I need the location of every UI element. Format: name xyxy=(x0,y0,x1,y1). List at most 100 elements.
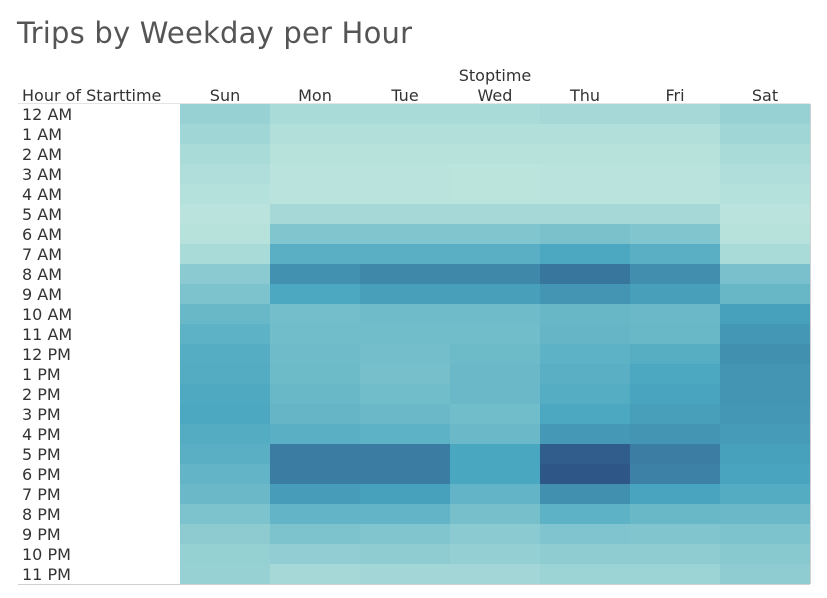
heatmap-cell-mon-4-pm xyxy=(270,424,360,444)
row-label-8-am: 8 AM xyxy=(22,265,62,284)
heatmap-cell-sat-4-pm xyxy=(720,424,810,444)
heatmap-cell-thu-8-pm xyxy=(540,504,630,524)
heatmap-cell-mon-11-am xyxy=(270,324,360,344)
heatmap-cell-thu-11-pm xyxy=(540,564,630,584)
column-header-wed: Wed xyxy=(478,86,513,105)
heatmap-cell-thu-4-am xyxy=(540,184,630,204)
heatmap-cell-thu-8-am xyxy=(540,264,630,284)
heatmap-cell-tue-2-pm xyxy=(360,384,450,404)
heatmap-cell-mon-6-pm xyxy=(270,464,360,484)
row-label-10-pm: 10 PM xyxy=(22,545,71,564)
row-label-9-pm: 9 PM xyxy=(22,525,61,544)
heatmap-cell-thu-10-am xyxy=(540,304,630,324)
heatmap-cell-sat-6-pm xyxy=(720,464,810,484)
heatmap-cell-mon-11-pm xyxy=(270,564,360,584)
heatmap-cell-thu-7-pm xyxy=(540,484,630,504)
heatmap-cell-sun-7-pm xyxy=(180,484,270,504)
column-header-fri: Fri xyxy=(665,86,684,105)
heatmap-cell-wed-4-am xyxy=(450,184,540,204)
heatmap-cell-tue-9-pm xyxy=(360,524,450,544)
heatmap-cell-tue-12-am xyxy=(360,104,450,124)
heatmap-cell-wed-10-pm xyxy=(450,544,540,564)
heatmap-cell-tue-3-pm xyxy=(360,404,450,424)
heatmap-cell-tue-11-am xyxy=(360,324,450,344)
heatmap-cell-fri-6-pm xyxy=(630,464,720,484)
heatmap-cell-sun-9-am xyxy=(180,284,270,304)
heatmap-cell-fri-9-am xyxy=(630,284,720,304)
heatmap-cell-fri-12-pm xyxy=(630,344,720,364)
heatmap-cell-mon-2-am xyxy=(270,144,360,164)
heatmap-cell-wed-1-am xyxy=(450,124,540,144)
row-label-7-pm: 7 PM xyxy=(22,485,61,504)
column-header-sat: Sat xyxy=(752,86,778,105)
heatmap-cell-thu-9-pm xyxy=(540,524,630,544)
row-label-4-am: 4 AM xyxy=(22,185,62,204)
heatmap-cell-tue-9-am xyxy=(360,284,450,304)
row-label-5-am: 5 AM xyxy=(22,205,62,224)
heatmap-cell-wed-10-am xyxy=(450,304,540,324)
heatmap-cell-sun-5-am xyxy=(180,204,270,224)
heatmap-cell-fri-9-pm xyxy=(630,524,720,544)
row-label-1-am: 1 AM xyxy=(22,125,62,144)
heatmap-cell-tue-6-am xyxy=(360,224,450,244)
heatmap-cell-sat-11-am xyxy=(720,324,810,344)
heatmap-cell-fri-10-am xyxy=(630,304,720,324)
row-label-1-pm: 1 PM xyxy=(22,365,61,384)
heatmap-cell-sun-2-am xyxy=(180,144,270,164)
heatmap-cell-tue-6-pm xyxy=(360,464,450,484)
heatmap-cell-fri-1-am xyxy=(630,124,720,144)
heatmap-cell-thu-6-pm xyxy=(540,464,630,484)
heatmap-cell-fri-10-pm xyxy=(630,544,720,564)
heatmap-cell-thu-7-am xyxy=(540,244,630,264)
heatmap-cell-thu-11-am xyxy=(540,324,630,344)
heatmap-cell-sat-6-am xyxy=(720,224,810,244)
column-header-sun: Sun xyxy=(210,86,240,105)
row-label-4-pm: 4 PM xyxy=(22,425,61,444)
heatmap-cell-wed-6-pm xyxy=(450,464,540,484)
heatmap-cell-wed-9-pm xyxy=(450,524,540,544)
heatmap-cell-sat-1-pm xyxy=(720,364,810,384)
heatmap-cell-mon-6-am xyxy=(270,224,360,244)
heatmap-cell-thu-9-am xyxy=(540,284,630,304)
heatmap-cell-wed-8-pm xyxy=(450,504,540,524)
heatmap-cell-sat-1-am xyxy=(720,124,810,144)
heatmap-cell-tue-1-am xyxy=(360,124,450,144)
heatmap-cell-wed-12-am xyxy=(450,104,540,124)
heatmap-cell-tue-5-pm xyxy=(360,444,450,464)
heatmap-cell-mon-4-am xyxy=(270,184,360,204)
heatmap-cell-tue-10-am xyxy=(360,304,450,324)
heatmap-cell-sat-2-am xyxy=(720,144,810,164)
heatmap-cell-fri-2-pm xyxy=(630,384,720,404)
heatmap-cell-sat-10-pm xyxy=(720,544,810,564)
heatmap-cell-wed-7-am xyxy=(450,244,540,264)
heatmap-cell-layer xyxy=(180,104,810,584)
heatmap-cell-wed-7-pm xyxy=(450,484,540,504)
heatmap-cell-sat-8-am xyxy=(720,264,810,284)
heatmap-cell-fri-12-am xyxy=(630,104,720,124)
row-label-3-am: 3 AM xyxy=(22,165,62,184)
heatmap-cell-wed-8-am xyxy=(450,264,540,284)
column-field-label: Stoptime xyxy=(459,66,532,85)
heatmap-cell-sun-8-am xyxy=(180,264,270,284)
heatmap-cell-fri-11-pm xyxy=(630,564,720,584)
heatmap-cell-thu-3-am xyxy=(540,164,630,184)
row-label-11-pm: 11 PM xyxy=(22,565,71,584)
heatmap-cell-sat-4-am xyxy=(720,184,810,204)
heatmap-cell-sun-12-pm xyxy=(180,344,270,364)
heatmap-cell-fri-7-am xyxy=(630,244,720,264)
heatmap-cell-mon-8-am xyxy=(270,264,360,284)
row-label-layer: 12 AM1 AM2 AM3 AM4 AM5 AM6 AM7 AM8 AM9 A… xyxy=(22,105,72,584)
row-label-12-am: 12 AM xyxy=(22,105,72,124)
heatmap-cell-fri-4-pm xyxy=(630,424,720,444)
heatmap-cell-sat-10-am xyxy=(720,304,810,324)
heatmap-cell-mon-7-pm xyxy=(270,484,360,504)
heatmap-cell-mon-3-am xyxy=(270,164,360,184)
heatmap-cell-tue-4-pm xyxy=(360,424,450,444)
heatmap-cell-mon-10-am xyxy=(270,304,360,324)
heatmap-cell-sat-7-pm xyxy=(720,484,810,504)
heatmap-cell-sun-4-pm xyxy=(180,424,270,444)
heatmap-cell-wed-1-pm xyxy=(450,364,540,384)
heatmap-cell-sat-9-am xyxy=(720,284,810,304)
heatmap-cell-sat-7-am xyxy=(720,244,810,264)
row-label-7-am: 7 AM xyxy=(22,245,62,264)
